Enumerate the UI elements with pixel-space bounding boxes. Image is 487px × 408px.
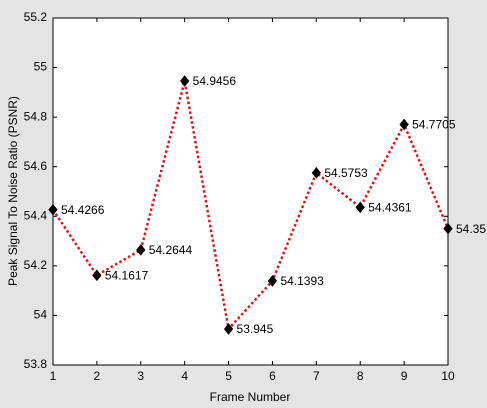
y-tick-label: 54.6 [24,159,48,173]
data-label: 54.7705 [412,118,456,132]
data-label: 54.2644 [149,243,193,257]
data-point [223,323,234,335]
data-point [48,203,58,216]
y-tick-label: 55.2 [24,10,48,24]
data-point [399,118,409,131]
data-label: 54.4361 [368,201,412,215]
data-point [311,167,321,179]
x-tick-label: 7 [313,369,320,383]
data-point [136,244,146,256]
data-label: 54.35 [456,222,486,236]
x-tick-label: 3 [137,369,144,383]
x-tick-label: 8 [357,369,364,383]
data-point [443,222,453,235]
data-label: 54.4266 [61,203,105,217]
plot-area [52,17,449,366]
y-tick-label: 54.4 [24,208,48,222]
data-label: 54.1393 [280,274,324,288]
y-tick-label: 55 [34,60,48,74]
x-tick-label: 10 [441,369,455,383]
data-point [355,201,365,214]
y-tick-label: 54.8 [24,109,48,123]
y-axis-label: Peak Signal To Noise Ratio (PSNR) [6,96,20,286]
x-tick-label: 9 [401,369,408,383]
x-tick-label: 1 [50,369,57,383]
x-tick-label: 4 [181,369,188,383]
data-label: 53.945 [237,322,274,336]
x-tick-label: 6 [269,369,276,383]
data-label: 54.9456 [193,74,237,88]
data-line [51,80,450,332]
x-tick-label: 5 [225,369,232,383]
x-axis-label: Frame Number [210,390,291,404]
y-tick-label: 53.8 [24,357,48,371]
data-label: 54.1617 [105,269,149,283]
y-tick-label: 54.2 [24,258,48,272]
data-point [92,269,102,282]
y-tick-label: 54 [34,308,48,322]
data-point [267,275,278,287]
data-point [180,75,190,87]
data-label: 54.5753 [324,166,368,180]
x-tick-label: 2 [94,369,101,383]
